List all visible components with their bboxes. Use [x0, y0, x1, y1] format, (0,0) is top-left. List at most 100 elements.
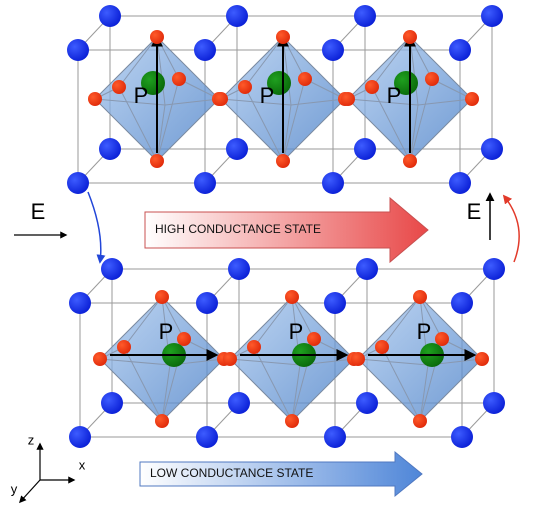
lattice-edge — [229, 358, 301, 366]
atom-o — [341, 92, 355, 106]
atom-a — [449, 172, 471, 194]
atom-a — [69, 426, 91, 448]
atom-o — [403, 154, 417, 168]
lattice-edge — [381, 346, 421, 422]
lattice-edge — [118, 86, 158, 162]
axis-label: x — [79, 457, 86, 472]
lattice-edge — [357, 358, 429, 366]
atom-o — [93, 352, 107, 366]
atom-o — [155, 414, 169, 428]
state-arrow — [144, 196, 429, 264]
axis-label: y — [11, 481, 18, 496]
polarization-label: P — [387, 83, 402, 108]
lattice-edge — [164, 98, 220, 106]
atom-b — [141, 71, 165, 95]
atom-o — [150, 30, 164, 44]
lattice-edge — [347, 98, 419, 106]
lattice-edge — [381, 296, 421, 348]
lattice-edge — [244, 86, 284, 162]
field-label: E — [467, 199, 482, 224]
atom-o — [351, 352, 365, 366]
atom-o — [214, 92, 228, 106]
atom-o — [475, 352, 489, 366]
lattice-edge — [220, 98, 292, 106]
atom-o — [238, 80, 252, 94]
atom-o — [112, 80, 126, 94]
atom-a — [194, 172, 216, 194]
switch-arrow — [87, 191, 106, 264]
lattice-edge — [161, 296, 185, 340]
atom-o — [435, 332, 449, 346]
polarization-label: P — [260, 83, 275, 108]
lattice-edge — [419, 296, 443, 340]
atom-a — [449, 39, 471, 61]
polarization-label: P — [417, 319, 432, 344]
lattice-edge — [419, 364, 429, 422]
lattice-edge — [244, 36, 284, 88]
atom-a — [354, 138, 376, 160]
atom-o — [425, 72, 439, 86]
atom-o — [307, 332, 321, 346]
atom-a — [196, 426, 218, 448]
atom-o — [172, 72, 186, 86]
lattice-edge — [409, 104, 419, 162]
lattice-edge — [291, 296, 315, 340]
atom-a — [67, 172, 89, 194]
atom-o — [276, 154, 290, 168]
atom-o — [223, 352, 237, 366]
atom-o — [465, 92, 479, 106]
lattice-edge — [409, 78, 433, 162]
lattice-edge — [156, 104, 166, 162]
atom-a — [196, 292, 218, 314]
atom-a — [226, 5, 248, 27]
lattice-edge — [123, 296, 163, 348]
lattice-edge — [431, 78, 473, 100]
atom-a — [481, 5, 503, 27]
atom-a — [483, 258, 505, 280]
atom-o — [365, 80, 379, 94]
atom-a — [99, 138, 121, 160]
atom-a — [99, 5, 121, 27]
atom-o — [285, 414, 299, 428]
atom-a — [228, 392, 250, 414]
atom-o — [403, 30, 417, 44]
lattice-edge — [304, 78, 346, 100]
axis-label: z — [28, 432, 35, 447]
atom-a — [101, 258, 123, 280]
lattice-edge — [290, 98, 346, 106]
atom-a — [356, 258, 378, 280]
lattice-edge — [99, 358, 171, 366]
lattice-edge — [161, 364, 171, 422]
atom-a — [101, 392, 123, 414]
state-label: LOW CONDUCTANCE STATE — [150, 466, 313, 480]
lattice-edge — [94, 98, 166, 106]
atom-o — [276, 30, 290, 44]
atom-o — [177, 332, 191, 346]
atom-o — [375, 340, 389, 354]
atom-o — [285, 290, 299, 304]
atom-a — [451, 292, 473, 314]
atom-a — [354, 5, 376, 27]
atom-o — [150, 154, 164, 168]
atom-a — [324, 426, 346, 448]
polarization-label: P — [134, 83, 149, 108]
atom-o — [413, 414, 427, 428]
lattice-layer: P P P P P P — [67, 5, 505, 448]
lattice-edge — [123, 346, 163, 422]
lattice-edge — [156, 78, 180, 162]
atom-a — [481, 138, 503, 160]
lattice-edge — [253, 346, 293, 422]
atom-a — [69, 292, 91, 314]
lattice-edge — [282, 104, 292, 162]
atom-a — [226, 138, 248, 160]
lattice-edge — [253, 296, 293, 348]
atom-a — [322, 39, 344, 61]
atom-a — [67, 39, 89, 61]
atom-b — [394, 71, 418, 95]
polarization-label: P — [159, 319, 174, 344]
atom-o — [247, 340, 261, 354]
lattice-edge — [291, 364, 301, 422]
switch-arrow — [502, 194, 520, 263]
lattice-edge — [156, 36, 166, 106]
